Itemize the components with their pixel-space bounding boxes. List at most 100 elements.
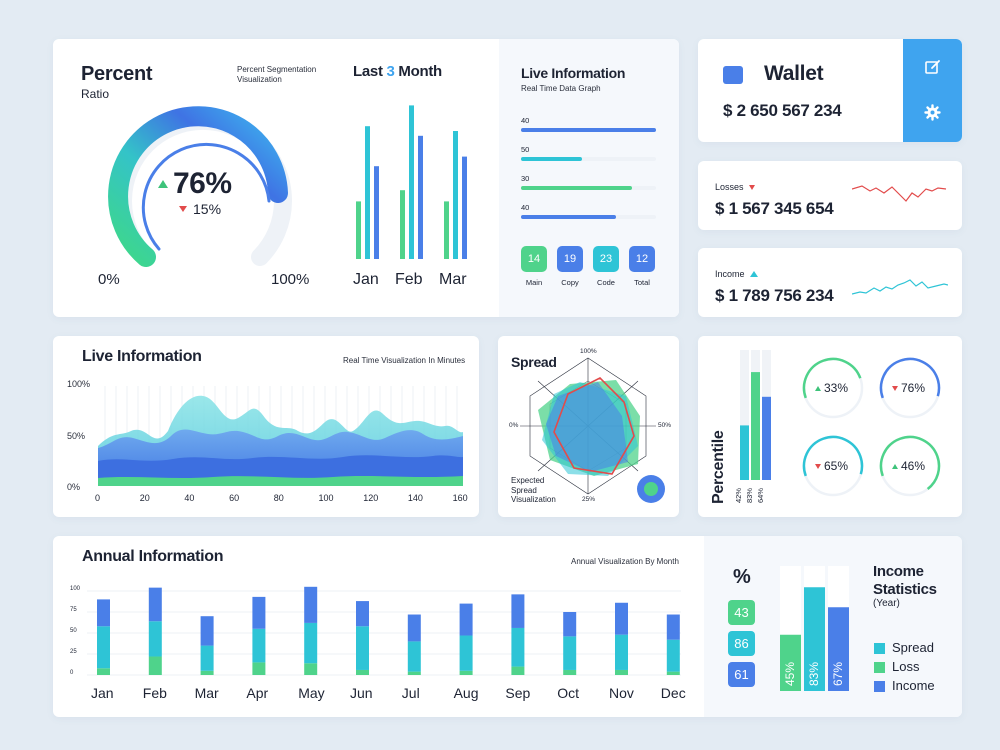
last3-bar (453, 131, 458, 259)
percentile-card: Percentile 42% 83% 64% 33% 76% 65% 46% (698, 336, 962, 517)
live-info-subtitle: Real Time Data Graph (521, 84, 601, 93)
income-pill: 43 (728, 600, 755, 625)
progress-fill (521, 186, 632, 190)
income-legend-swatch (874, 681, 885, 692)
percent-change-value: 15% (193, 201, 222, 217)
percentile-ring-label: 33% (815, 381, 848, 395)
annual-bar-green (666, 671, 680, 675)
income-legend-swatch (874, 662, 885, 673)
income-bar (828, 607, 849, 691)
annual-bar-green (148, 656, 162, 675)
annual-bar-blue (356, 601, 369, 627)
spread-caption-line-1: Expected (511, 476, 545, 485)
annual-bar-blue (563, 612, 577, 637)
percentile-bar (740, 425, 749, 480)
percent-value-wrap: 76% (158, 167, 232, 201)
income-amount: $ 1 789 756 234 (715, 286, 834, 305)
percentile-bar-label: 83% (745, 487, 754, 503)
income-label-wrap: Income (715, 269, 758, 279)
spread-left-label: 0% (509, 422, 519, 429)
annual-bar-green (252, 662, 266, 675)
stat-label: Total (634, 278, 650, 287)
annual-month-label: Nov (609, 685, 634, 701)
annual-ytick: 50 (70, 628, 77, 634)
percentile-ring-arc (879, 357, 941, 419)
annual-bar-teal (511, 627, 525, 667)
percentile-bar-label: 64% (756, 487, 765, 503)
edit-icon[interactable] (924, 59, 941, 76)
income-stats-bar-chart (780, 566, 849, 691)
spread-title: Spread (511, 354, 557, 370)
annual-month-label: Mar (194, 685, 219, 701)
annual-month-label: Jul (401, 685, 420, 701)
percentile-ring-value: 46% (901, 459, 926, 473)
last3-bar (418, 135, 423, 259)
annual-bar-teal (356, 626, 369, 670)
stat-pill: 14 (521, 246, 547, 272)
live-viz-xtick: 80 (273, 493, 284, 503)
up-arrow-icon (158, 180, 168, 188)
percentile-ring (802, 357, 864, 419)
spread-top-label: 100% (580, 348, 597, 355)
gear-icon[interactable] (924, 104, 941, 121)
down-arrow-icon (179, 206, 187, 212)
last3-month-2: Mar (439, 271, 467, 288)
income-label: Income (715, 269, 745, 279)
losses-label-wrap: Losses (715, 182, 755, 192)
income-stats-pct-label: % (733, 566, 751, 588)
percent-gauge (108, 106, 292, 267)
live-viz-ytick-2: 0% (67, 482, 81, 492)
annual-bar-green (511, 666, 525, 675)
live-viz-ytick-0: 100% (67, 379, 91, 389)
live-viz-xtick: 60 (229, 493, 240, 503)
live-viz-xtick: 40 (184, 493, 195, 503)
percentile-ring-label: 46% (892, 459, 925, 473)
income-pill: 61 (728, 662, 755, 687)
live-viz-xtick: 160 (452, 493, 468, 503)
percentile-ring-arc (879, 435, 941, 497)
percent-description: Percent Segmentation Visualization (237, 65, 317, 84)
income-bar (780, 634, 801, 691)
annual-bar-blue (511, 594, 525, 628)
last3-bar (365, 126, 370, 259)
spread-caption-line-3: Visualization (511, 495, 556, 504)
annual-bar-blue (459, 603, 473, 636)
annual-month-label: Feb (142, 685, 167, 701)
annual-title: Annual Information (82, 548, 224, 565)
losses-sparkline (852, 185, 947, 202)
last3-month-1: Feb (395, 271, 423, 288)
annual-bar-teal (97, 626, 110, 669)
percentile-ring-value: 33% (824, 381, 849, 395)
progress-fill (521, 128, 656, 132)
live-viz-xtick: 0 (95, 493, 101, 503)
annual-bar-blue (148, 587, 162, 622)
annual-bar-teal (459, 635, 473, 671)
annual-ytick: 75 (70, 607, 77, 613)
progress-track (521, 157, 656, 161)
wallet-icon (723, 66, 743, 84)
progress-label: 40 (521, 203, 530, 212)
last3-bar (409, 105, 414, 259)
percentile-ring-value: 65% (824, 459, 849, 473)
annual-bar-green (407, 671, 421, 675)
percentile-ring (879, 435, 941, 497)
down-arrow-icon (748, 184, 755, 190)
income-card: Income $ 1 789 756 234 (698, 248, 962, 317)
last3-bar-chart (356, 105, 467, 259)
spread-card: Spread 100% 0% 50% 25% Expected Spread V… (498, 336, 679, 517)
annual-card: Annual Information Annual Visualization … (53, 536, 962, 717)
income-pill: 86 (728, 631, 755, 656)
annual-bar-teal (252, 628, 266, 663)
progress-fill (521, 157, 582, 161)
annual-month-label: Sep (505, 685, 531, 701)
percent-title: Percent (81, 63, 153, 85)
stat-label: Copy (561, 278, 579, 287)
percentile-ring (879, 357, 941, 419)
annual-month-label: Apr (246, 685, 269, 701)
annual-bar-teal (148, 621, 162, 657)
wallet-card: Wallet $ 2 650 567 234 (698, 39, 962, 142)
annual-bar-chart (87, 586, 681, 676)
income-sparkline (852, 279, 948, 295)
percent-range-max: 100% (271, 271, 310, 288)
live-viz-ytick-1: 50% (67, 431, 86, 441)
